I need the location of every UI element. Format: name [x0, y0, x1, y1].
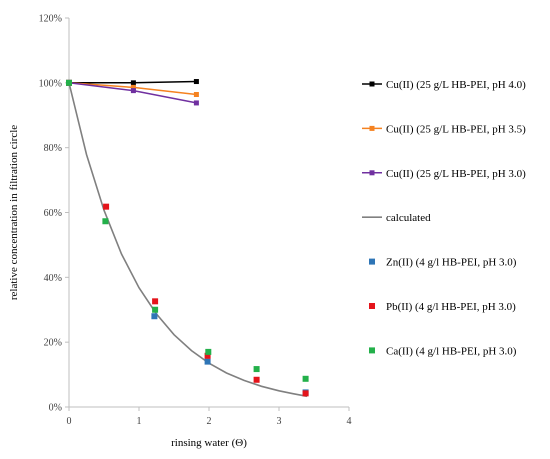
data-point-s0-2: [193, 79, 199, 85]
x-tick-label: 2: [207, 416, 212, 427]
legend-marker-6: [369, 347, 375, 354]
y-axis-label: relative concentration in filtration cir…: [8, 125, 20, 300]
x-tick-label: 4: [347, 416, 352, 427]
legend-label-3: calculated: [386, 212, 431, 224]
data-point-s6-0: [66, 79, 72, 86]
data-point-s1-1: [130, 84, 136, 90]
y-tick-label: 60%: [44, 208, 62, 219]
legend-marker-0: [369, 81, 375, 87]
series-line-3: [68, 82, 308, 398]
x-axis-label: rinsing water (Θ): [171, 437, 247, 449]
y-tick-label: 80%: [44, 143, 62, 154]
data-point-s2-2: [193, 100, 199, 106]
y-tick-label: 100%: [39, 78, 62, 89]
legend-label-0: Cu(II) (25 g/L HB-PEI, pH 4.0): [386, 79, 526, 91]
legend-label-6: Ca(II) (4 g/l HB-PEI, pH 3.0): [386, 345, 517, 357]
data-point-s6-5: [302, 375, 309, 382]
y-tick-label: 120%: [39, 14, 62, 25]
data-point-s5-1: [103, 203, 110, 210]
legend-marker-4: [369, 258, 375, 265]
data-point-s6-2: [152, 306, 159, 313]
data-point-s4-1: [151, 313, 158, 320]
x-tick-label: 0: [67, 416, 72, 427]
x-tick-label: 3: [277, 416, 282, 427]
legend: Cu(II) (25 g/L HB-PEI, pH 4.0) Cu(II) (25…: [362, 79, 526, 357]
data-point-s5-4: [253, 376, 260, 383]
legend-label-5: Pb(II) (4 g/l HB-PEI, pH 3.0): [386, 301, 516, 313]
y-tick-label: 40%: [44, 273, 62, 284]
legend-marker-5: [369, 303, 375, 309]
legend-label-1: Cu(II) (25 g/L HB-PEI, pH 3.5): [386, 123, 526, 135]
axes: 0 1 2 3 40%20%40%60%80%100%120%: [39, 14, 352, 428]
data-point-s4-2: [204, 358, 211, 365]
data-point-s1-2: [193, 92, 199, 98]
data-point-s6-4: [253, 366, 260, 373]
data-point-s5-5: [302, 390, 309, 397]
legend-marker-1: [369, 125, 375, 131]
data-point-s6-3: [205, 348, 212, 355]
data-point-s5-3: [204, 352, 211, 359]
data-point-s0-1: [130, 80, 136, 86]
data-point-s2-1: [130, 88, 136, 94]
plot-area: [66, 79, 309, 398]
y-tick-label: 0%: [49, 403, 62, 414]
data-point-s6-1: [102, 218, 109, 225]
legend-marker-2: [369, 170, 375, 176]
legend-label-4: Zn(II) (4 g/l HB-PEI, pH 3.0): [386, 257, 517, 269]
y-tick-label: 20%: [44, 338, 62, 349]
data-point-s5-2: [152, 298, 159, 305]
legend-label-2: Cu(II) (25 g/L HB-PEI, pH 3.0): [386, 168, 526, 180]
x-tick-label: 1: [137, 416, 142, 427]
